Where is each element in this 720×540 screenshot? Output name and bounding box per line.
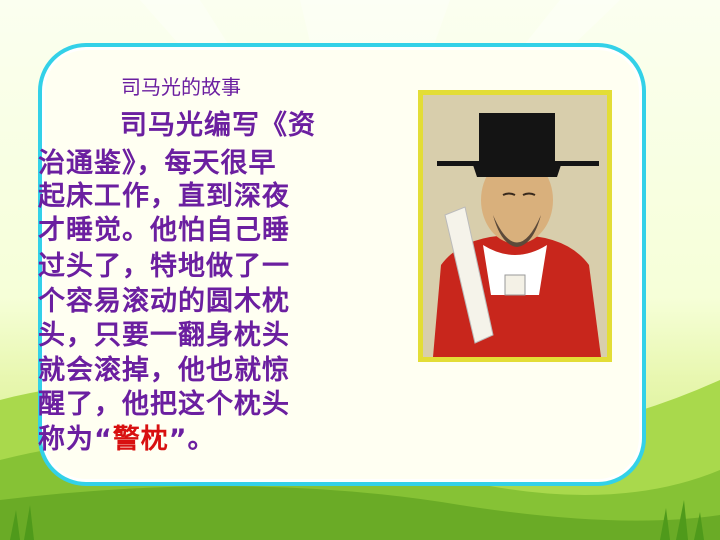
story-line-8: 就会滚掉，他也就惊 xyxy=(38,355,290,386)
story-line-2: 治通鉴》，每天很早 xyxy=(38,148,277,179)
story-line-9: 醒了，他把这个枕头 xyxy=(38,389,290,420)
line-suffix: ”。 xyxy=(168,424,216,455)
story-line-1: 司马光编写《资 xyxy=(120,110,316,141)
story-line-5: 过头了，特地做了一 xyxy=(38,251,290,282)
highlight-term: 警枕 xyxy=(112,424,169,455)
story-line-7: 头，只要一翻身枕头 xyxy=(38,320,290,351)
story-line-10: 称为“警枕”。 xyxy=(38,417,216,456)
sima-guang-portrait xyxy=(423,95,607,357)
portrait-frame xyxy=(418,90,612,362)
line-prefix: 称为“ xyxy=(38,424,113,455)
story-line-4: 才睡觉。他怕自己睡 xyxy=(38,215,290,246)
story-line-3: 起床工作，直到深夜 xyxy=(38,181,290,212)
story-subtitle: 司马光的故事 xyxy=(121,75,241,99)
story-line-6: 个容易滚动的圆木枕 xyxy=(38,286,290,317)
